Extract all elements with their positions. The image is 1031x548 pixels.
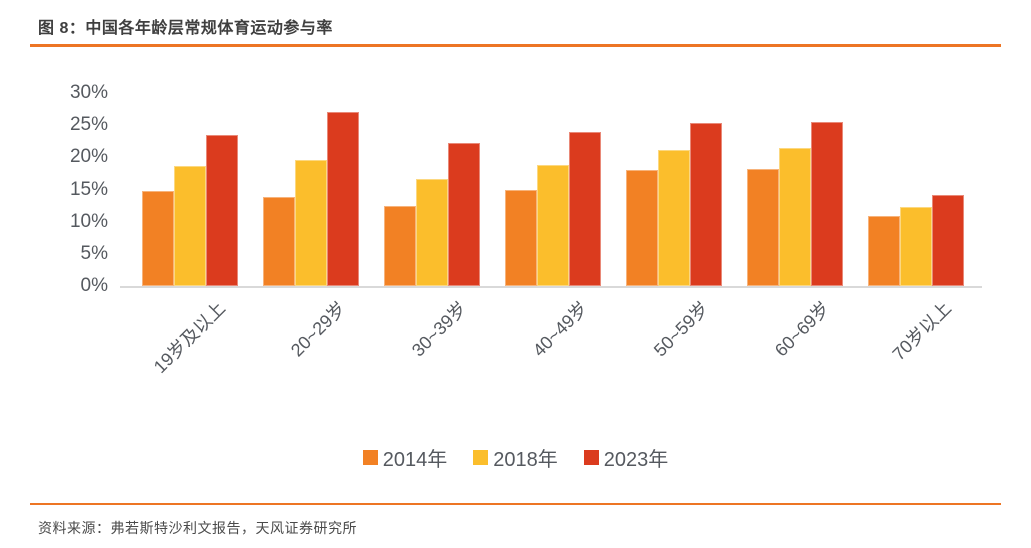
x-axis-label: 50~59岁: [650, 297, 713, 361]
bar-2014年-19岁及以上: [142, 190, 174, 286]
legend-item-2014年: 2014年: [362, 443, 448, 472]
bar-2014年-40~49岁: [505, 189, 537, 286]
bar-2023年-60~69岁: [811, 121, 843, 286]
bar-2014年-30~39岁: [384, 206, 416, 286]
bar-2023年-70岁以上: [932, 195, 964, 286]
bar-2018年-20~29岁: [295, 159, 327, 286]
bar-2014年-60~69岁: [747, 168, 779, 286]
x-axis-label: 19岁及以上: [149, 297, 229, 378]
bar-2018年-30~39岁: [416, 179, 448, 286]
bar-2014年-20~29岁: [263, 197, 295, 286]
footer-divider: [30, 503, 1001, 505]
y-tick-label: 30%: [69, 82, 108, 103]
legend-swatch-icon: [583, 450, 599, 465]
legend-label: 2023年: [603, 449, 669, 471]
x-axis-label: 70岁以上: [888, 297, 955, 365]
x-axis-label: 20~29岁: [287, 297, 350, 361]
y-tick-label: 20%: [69, 146, 108, 168]
bar-2018年-40~49岁: [537, 165, 569, 286]
legend-swatch-icon: [473, 450, 489, 465]
bar-2014年-50~59岁: [626, 170, 658, 286]
y-tick-label: 25%: [69, 114, 108, 136]
x-axis-label: 60~69岁: [771, 297, 834, 361]
chart-legend: 2014年 2018年 2023年: [0, 443, 1031, 472]
y-tick-label: 5%: [80, 242, 108, 264]
x-axis-label: 30~39岁: [408, 297, 471, 361]
bar-2023年-30~39岁: [448, 143, 480, 286]
legend-label: 2014年: [382, 449, 448, 471]
y-tick-label: 10%: [69, 210, 108, 232]
title-divider: [30, 44, 1001, 47]
bar-2018年-70岁以上: [900, 206, 932, 286]
legend-label: 2018年: [493, 449, 558, 471]
legend-swatch-icon: [362, 450, 378, 465]
figure-title: 图 8：中国各年龄层常规体育运动参与率: [38, 20, 333, 37]
bar-2023年-50~59岁: [690, 123, 722, 286]
source-note: 资料来源：弗若斯特沙利文报告，天风证券研究所: [38, 520, 357, 536]
bar-2023年-19岁及以上: [206, 134, 238, 286]
bar-2018年-60~69岁: [779, 148, 811, 286]
y-tick-label: 0%: [80, 275, 108, 296]
legend-item-2018年: 2018年: [473, 443, 558, 472]
plot-area: [120, 93, 982, 288]
bar-2018年-19岁及以上: [174, 165, 206, 286]
bar-2014年-70岁以上: [868, 215, 900, 286]
bar-2023年-20~29岁: [327, 112, 359, 286]
y-axis: 30% 25% 20% 15% 10% 5% 0%: [0, 0, 108, 548]
x-axis-label: 40~49岁: [529, 297, 592, 361]
legend-item-2023年: 2023年: [583, 443, 669, 472]
bar-2023年-40~49岁: [569, 132, 601, 286]
y-tick-label: 15%: [69, 178, 108, 200]
bar-2018年-50~59岁: [658, 149, 690, 286]
